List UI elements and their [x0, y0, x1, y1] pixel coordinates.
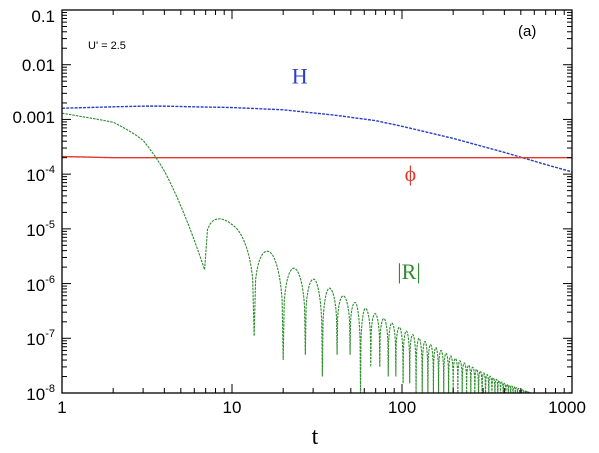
annotation-text: U' = 2.5: [88, 40, 126, 52]
curve-label-r: |R|: [397, 259, 420, 284]
curve-label-h: H: [292, 64, 308, 89]
x-tick-label: 1: [57, 398, 66, 417]
tick-layer: [61, 9, 573, 394]
series-h-line: [62, 105, 572, 173]
y-tick-label: 0.001: [12, 108, 55, 127]
y-tick-label: 10-8: [26, 383, 55, 404]
panel-label: (a): [518, 23, 536, 40]
series-layer: [62, 105, 572, 393]
x-tick-label: 100: [388, 398, 416, 417]
y-tick-label: 10-5: [26, 219, 55, 240]
series-phi-line: [62, 155, 572, 159]
x-tick-label: 1000: [548, 398, 586, 417]
series-r-line: [62, 112, 572, 393]
y-tick-label: 10-6: [26, 274, 55, 295]
y-tick-label: 0.01: [22, 56, 55, 75]
plot-frame: [61, 9, 573, 394]
x-axis-title: t: [312, 424, 319, 450]
y-tick-label: 10-4: [26, 164, 55, 185]
x-tick-label: 10: [223, 398, 242, 417]
y-tick-label: 10-7: [26, 328, 55, 349]
y-tick-label: 0.1: [31, 7, 55, 26]
curve-label-phi: ϕ: [405, 161, 417, 186]
